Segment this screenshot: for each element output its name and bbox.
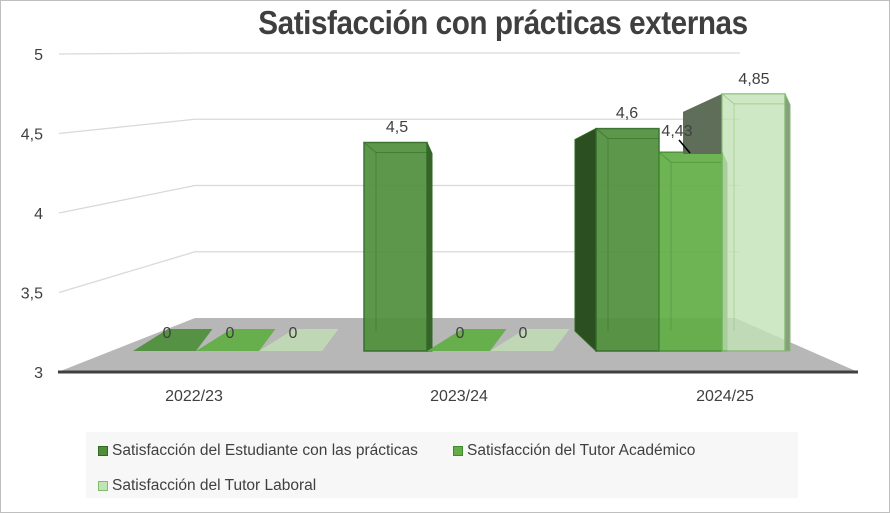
legend-swatch-icon [453, 446, 463, 456]
legend-label: Satisfacción del Tutor Académico [467, 442, 696, 459]
legend-label: Satisfacción del Tutor Laboral [112, 477, 317, 494]
data-label: 0 [519, 325, 528, 342]
y-axis: 3 3,5 4 4,5 5 [21, 47, 43, 382]
data-label: 4,6 [616, 105, 638, 122]
bar[interactable] [363, 141, 433, 352]
bar[interactable] [490, 329, 570, 351]
bar[interactable] [574, 127, 660, 353]
data-label: 0 [289, 325, 298, 342]
bar[interactable] [259, 329, 339, 351]
legend-item-laboral[interactable]: Satisfacción del Tutor Laboral [98, 477, 316, 495]
data-label: 0 [163, 325, 172, 342]
svg-text:4: 4 [34, 206, 43, 223]
bar[interactable] [683, 93, 791, 352]
legend-swatch-icon [98, 481, 108, 491]
svg-text:3: 3 [34, 365, 43, 382]
data-label: 4,85 [738, 71, 769, 88]
chart-title: Satisfacción con prácticas externas [258, 4, 748, 41]
x-tick-label: 2022/23 [165, 388, 223, 405]
legend-swatch-icon [98, 446, 108, 456]
data-labels: 0 0 0 4,5 0 0 4,6 4,43 4,85 [163, 71, 770, 342]
plot-area: 33,544,55 0 0 04,50 04,64,434,85 2022/23 202… [21, 47, 858, 405]
bar[interactable] [133, 329, 213, 351]
bar[interactable] [196, 329, 276, 351]
legend-item-estudiante[interactable]: Satisfacción del Estudiante con las prác… [98, 442, 418, 460]
bar[interactable] [658, 151, 728, 352]
svg-text:3,5: 3,5 [21, 286, 43, 303]
data-label: 0 [456, 325, 465, 342]
svg-text:4,5: 4,5 [21, 127, 43, 144]
legend-label: Satisfacción del Estudiante con las prác… [112, 442, 418, 459]
x-tick-label: 2023/24 [430, 388, 488, 405]
legend: Satisfacción del Estudiante con las prác… [86, 432, 798, 498]
bars [133, 93, 791, 353]
data-label: 0 [226, 325, 235, 342]
gridlines [58, 52, 740, 294]
data-label: 4,5 [386, 119, 408, 136]
x-axis: 2022/23 2023/24 2024/25 [165, 388, 754, 405]
bar[interactable] [427, 329, 507, 351]
x-tick-label: 2024/25 [696, 388, 754, 405]
data-label: 4,43 [661, 123, 692, 140]
svg-text:5: 5 [34, 47, 43, 64]
legend-item-academico[interactable]: Satisfacción del Tutor Académico [453, 442, 695, 460]
